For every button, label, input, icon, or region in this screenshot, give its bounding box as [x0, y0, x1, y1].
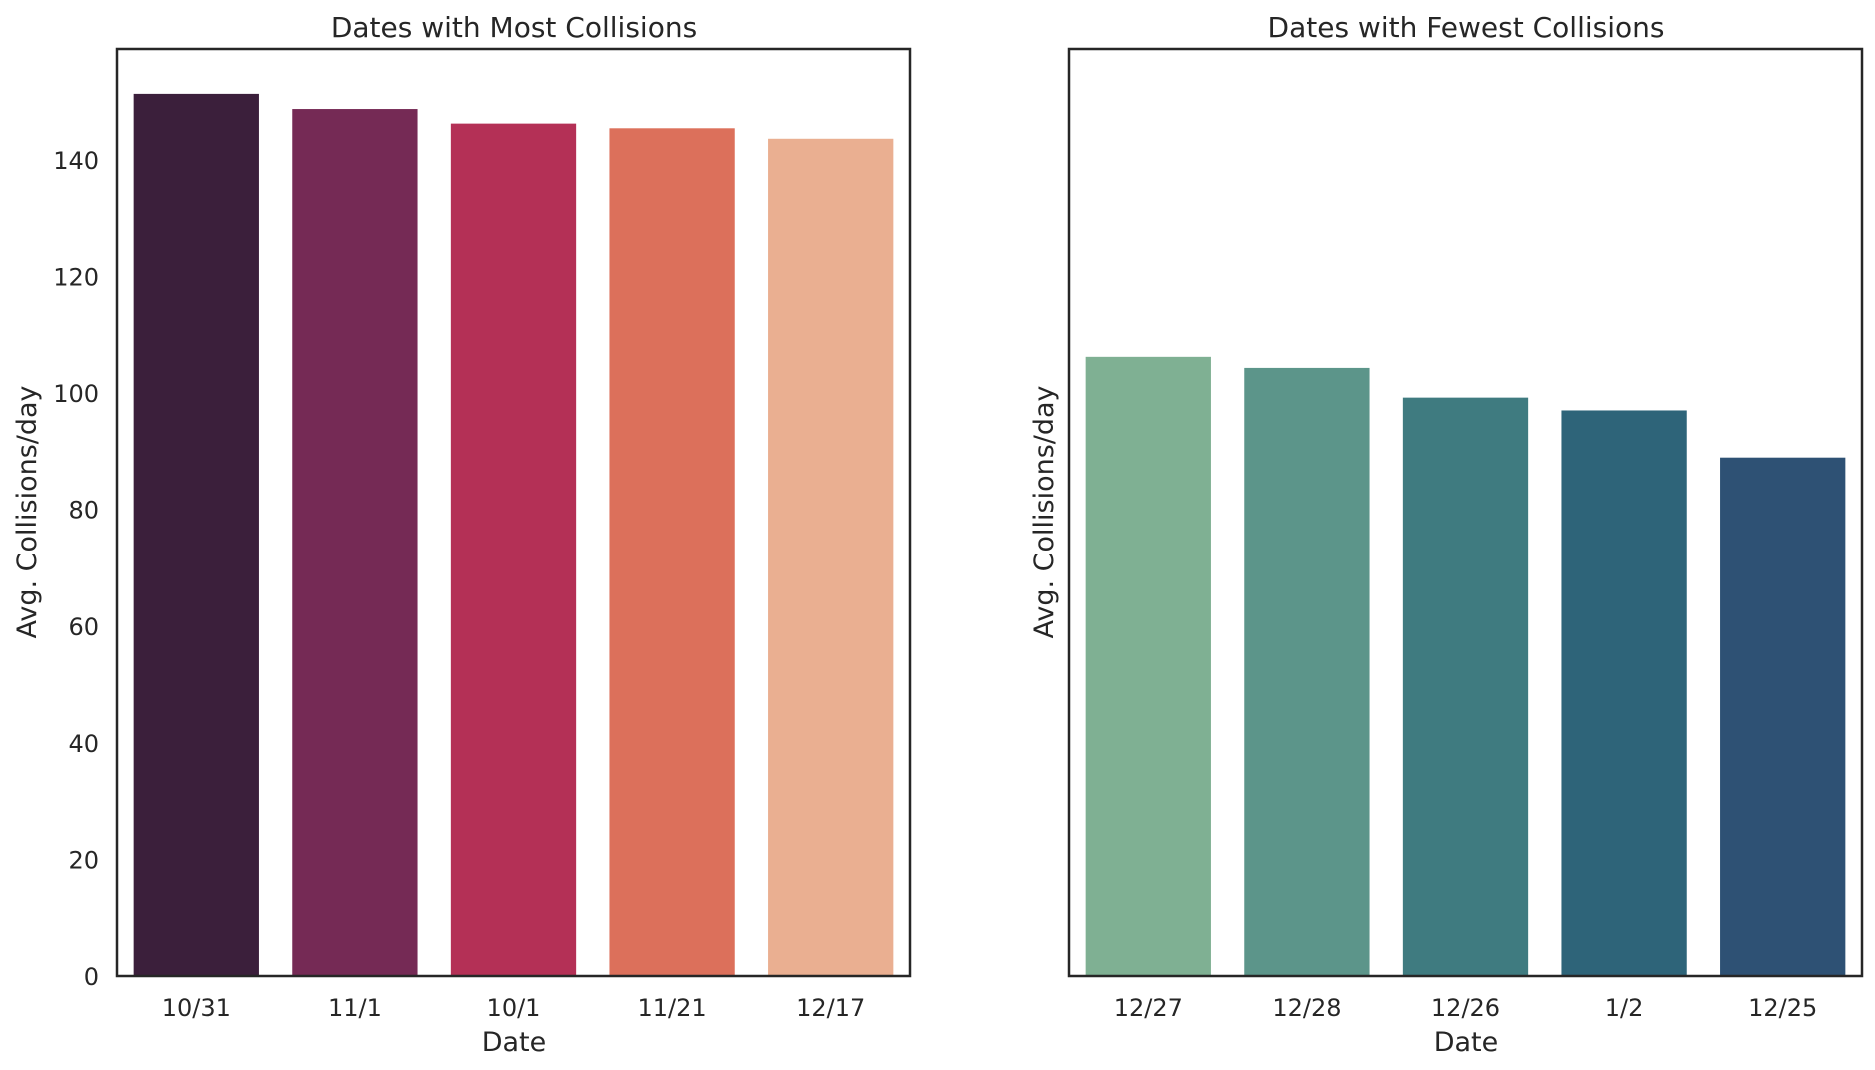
x-tick-label: 12/28 [1272, 994, 1341, 1022]
chart-title: Dates with Fewest Collisions [1268, 11, 1665, 44]
y-tick-label: 0 [84, 963, 99, 991]
x-axis-label: Date [482, 1027, 547, 1058]
y-tick-label: 60 [68, 613, 99, 641]
y-axis-ticks: 0 20 40 60 80 100 120 140 [53, 147, 99, 991]
x-tick-label: 10/31 [162, 994, 231, 1022]
x-tick-label: 12/17 [796, 994, 865, 1022]
x-tick-label: 12/27 [1114, 994, 1183, 1022]
plot-frame [115, 47, 912, 978]
bar-12-27 [1085, 356, 1211, 976]
x-tick-label: 11/21 [638, 994, 707, 1022]
chart-fewest-collisions: Dates with Fewest Collisions 12/27 12/28 1… [1029, 11, 1864, 1058]
bar-12-28 [1244, 367, 1370, 976]
bars-group [1085, 356, 1846, 977]
bar-1-2 [1561, 410, 1687, 977]
plot-frame [1067, 47, 1864, 978]
chart-title: Dates with Most Collisions [331, 11, 697, 44]
bar-12-17 [768, 138, 894, 976]
y-tick-label: 100 [53, 380, 99, 408]
bar-11-21 [609, 128, 735, 976]
x-axis-ticks: 10/31 11/1 10/1 11/21 12/17 [162, 994, 866, 1022]
x-tick-label: 1/2 [1605, 994, 1644, 1022]
x-tick-label: 10/1 [487, 994, 541, 1022]
bar-10-1 [450, 123, 577, 977]
x-tick-label: 11/1 [328, 994, 382, 1022]
x-axis-ticks: 12/27 12/28 12/26 1/2 12/25 [1114, 994, 1818, 1022]
bar-10-31 [133, 93, 259, 976]
y-tick-label: 140 [53, 147, 99, 175]
bar-12-25 [1720, 457, 1846, 976]
bar-11-1 [292, 109, 418, 976]
y-tick-label: 40 [68, 730, 99, 758]
x-tick-label: 12/25 [1748, 994, 1817, 1022]
chart-most-collisions: Dates with Most Collisions 0 20 40 60 80 100 1… [12, 11, 912, 1058]
y-tick-label: 120 [53, 263, 99, 291]
y-tick-label: 80 [68, 497, 99, 525]
y-axis-label: Avg. Collisions/day [1029, 385, 1060, 638]
y-tick-label: 20 [68, 846, 99, 874]
bar-12-26 [1402, 397, 1529, 977]
x-tick-label: 12/26 [1431, 994, 1500, 1022]
y-axis-label: Avg. Collisions/day [12, 385, 43, 638]
x-axis-label: Date [1434, 1027, 1499, 1058]
bars-group [133, 93, 894, 977]
